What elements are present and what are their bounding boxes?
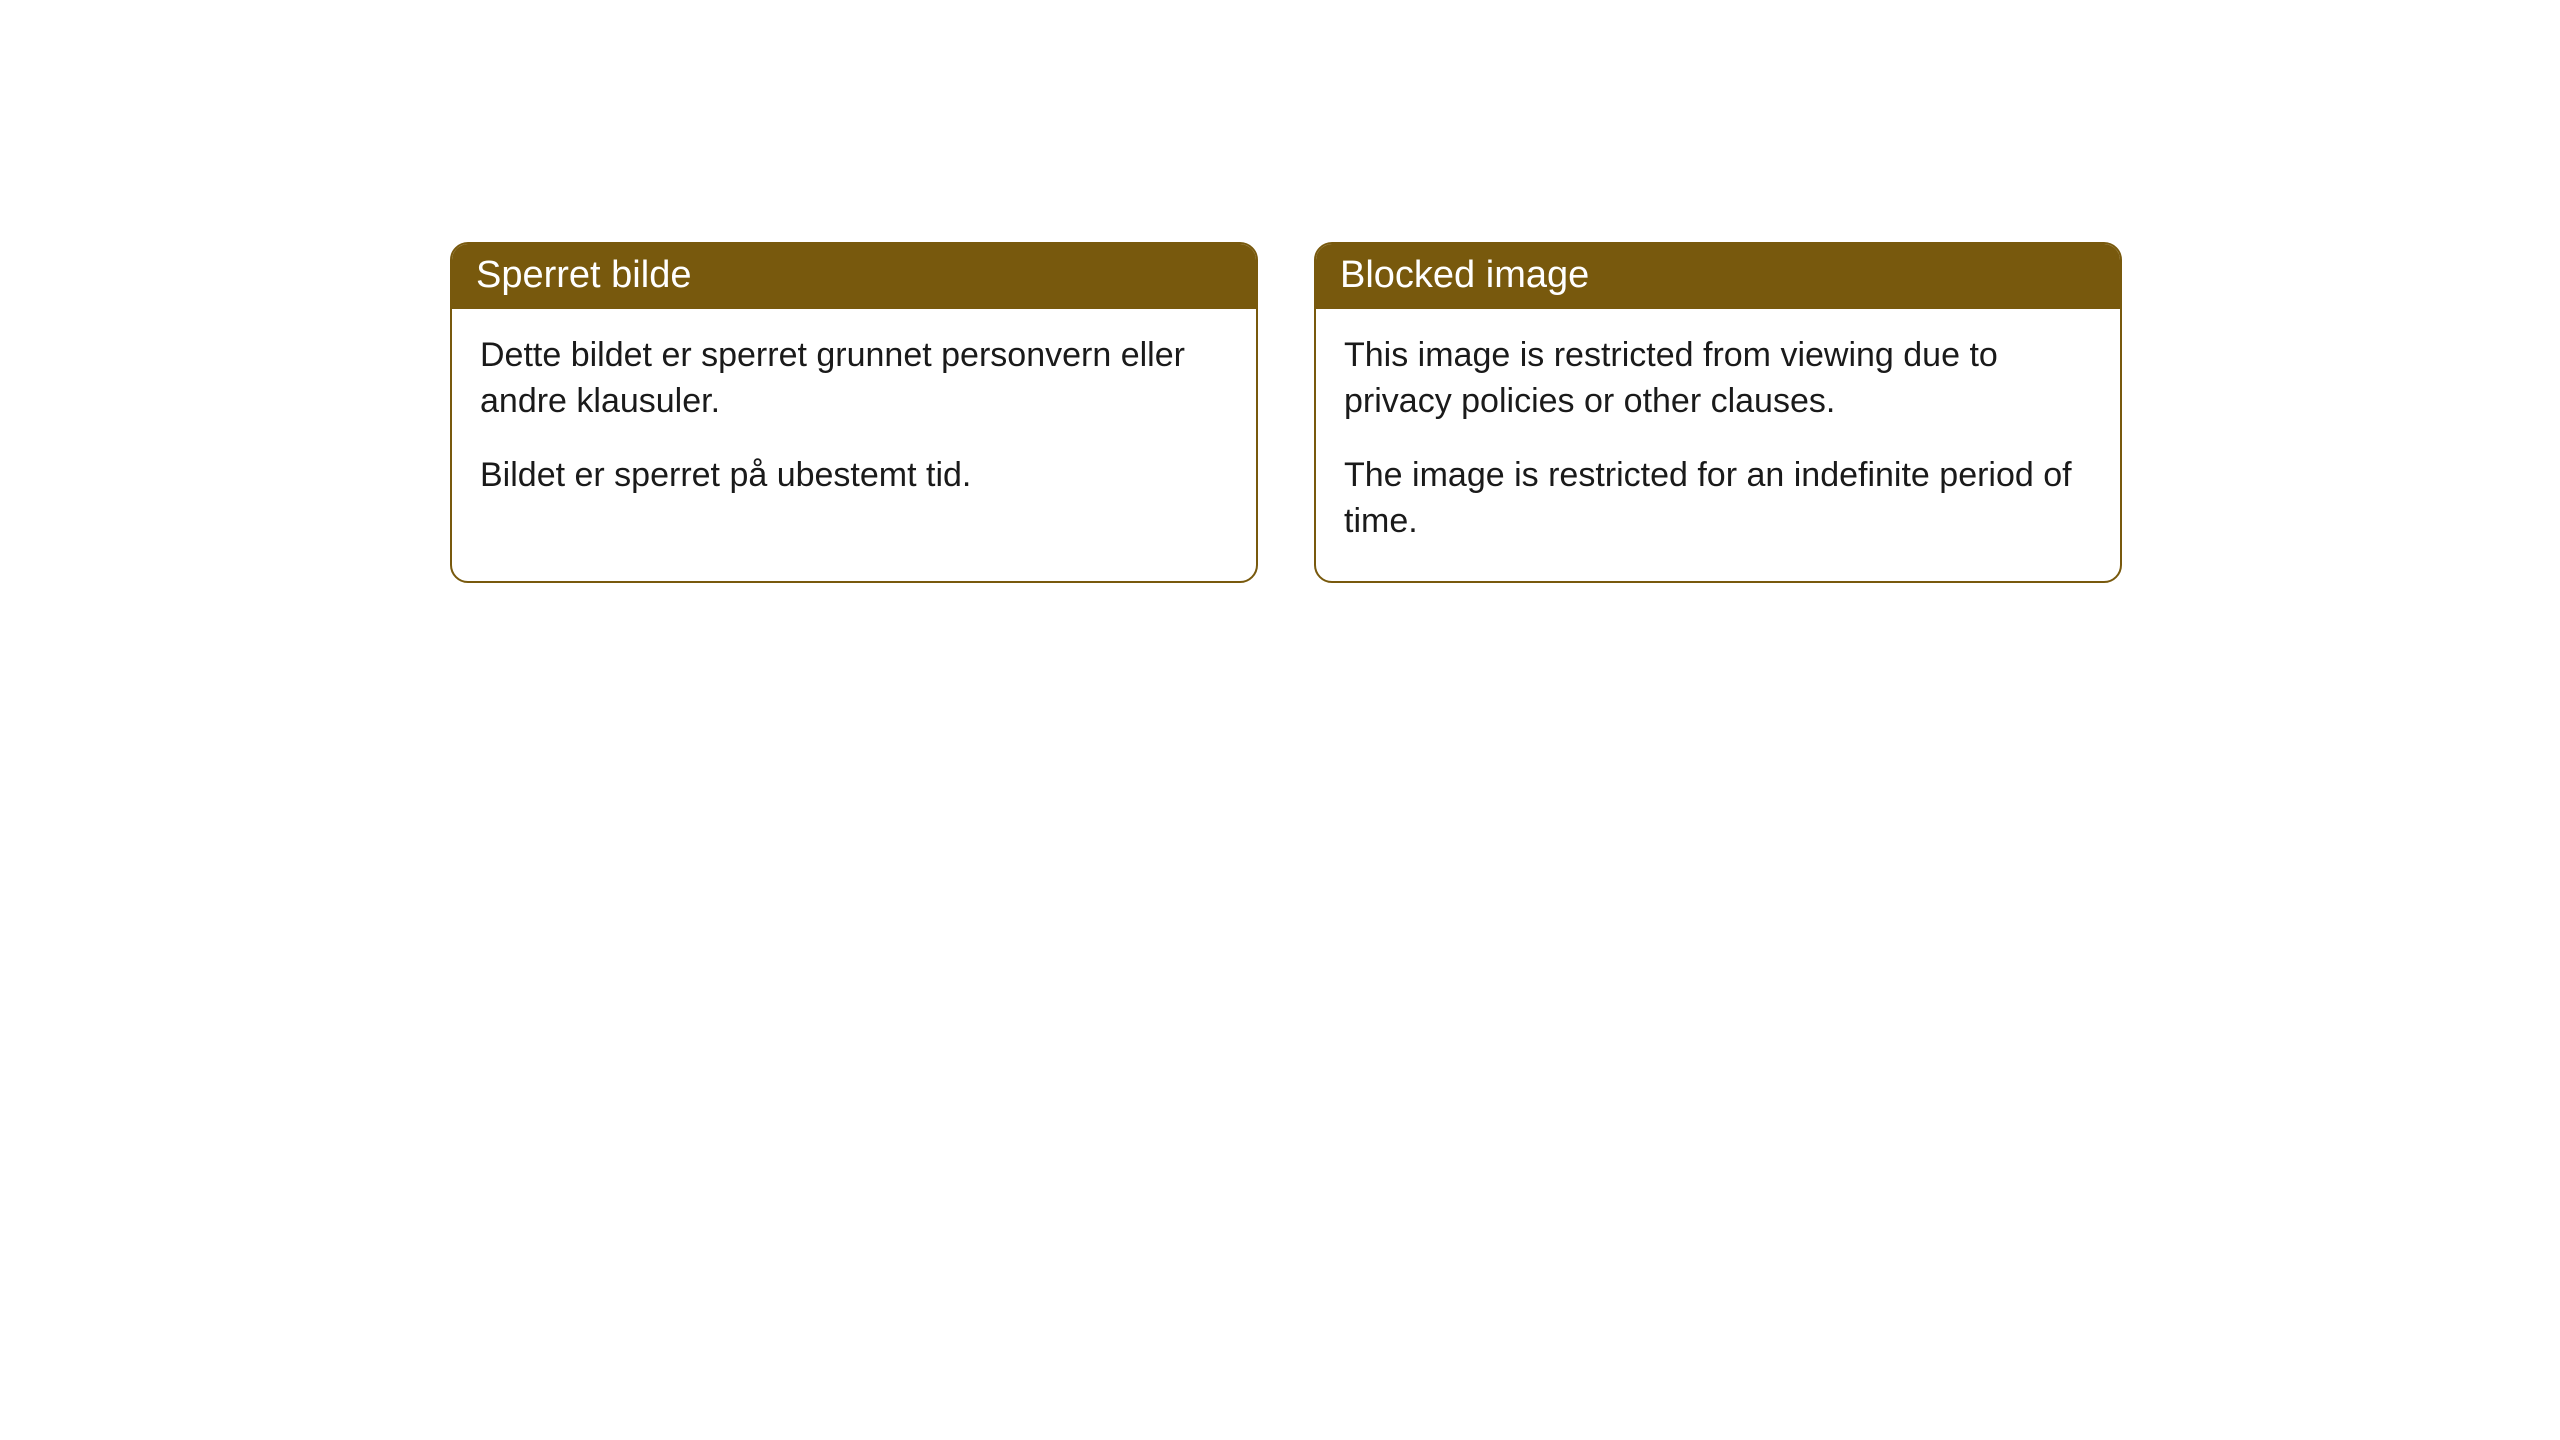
- card-container: Sperret bilde Dette bildet er sperret gr…: [0, 0, 2560, 583]
- card-text-en-1: This image is restricted from viewing du…: [1344, 333, 2092, 425]
- card-header-en: Blocked image: [1316, 244, 2120, 309]
- card-text-no-1: Dette bildet er sperret grunnet personve…: [480, 333, 1228, 425]
- card-body-en: This image is restricted from viewing du…: [1316, 309, 2120, 581]
- blocked-image-card-en: Blocked image This image is restricted f…: [1314, 242, 2122, 583]
- card-text-en-2: The image is restricted for an indefinit…: [1344, 453, 2092, 545]
- card-body-no: Dette bildet er sperret grunnet personve…: [452, 309, 1256, 535]
- card-text-no-2: Bildet er sperret på ubestemt tid.: [480, 453, 1228, 499]
- card-header-no: Sperret bilde: [452, 244, 1256, 309]
- blocked-image-card-no: Sperret bilde Dette bildet er sperret gr…: [450, 242, 1258, 583]
